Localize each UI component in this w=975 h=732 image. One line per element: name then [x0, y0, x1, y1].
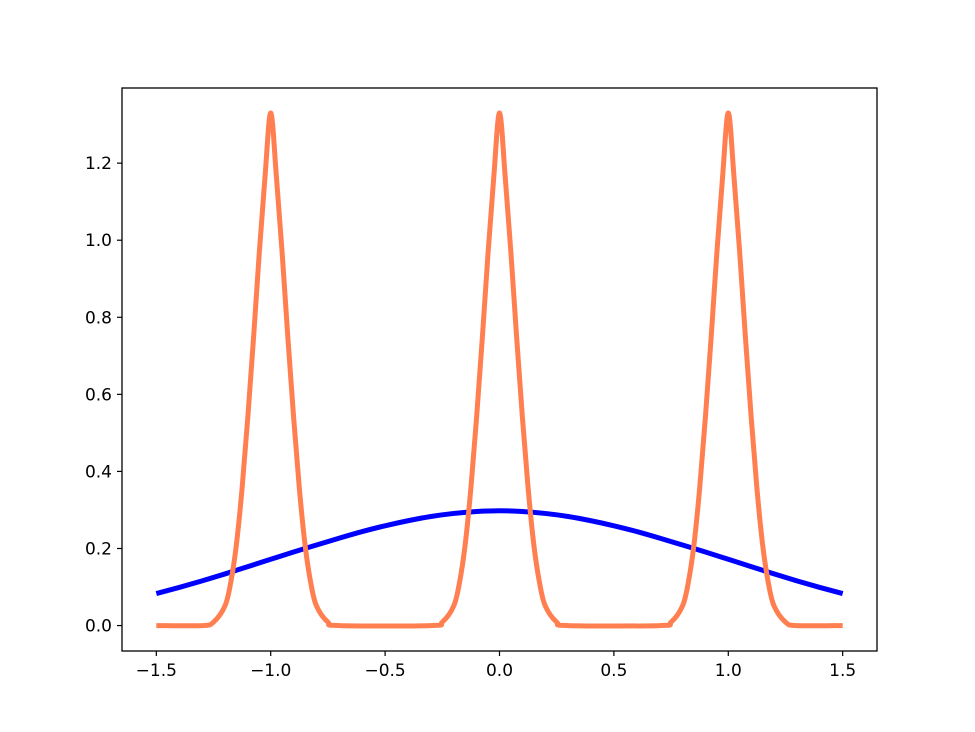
x-tick-label: −1.5 — [136, 661, 177, 681]
x-axis: −1.5 −1.0 −0.5 0.0 0.5 1.0 1.5 — [136, 651, 856, 681]
y-tick-label: 1.2 — [85, 154, 112, 174]
y-tick-label: 0.4 — [85, 462, 112, 482]
x-tick-label: 0.0 — [486, 661, 513, 681]
y-tick-label: 0.6 — [85, 385, 112, 405]
x-tick-label: 1.0 — [715, 661, 742, 681]
series-line-2 — [156, 110, 843, 629]
y-tick-label: 0.0 — [85, 617, 112, 637]
y-axis: 0.0 0.2 0.4 0.6 0.8 1.0 1.2 — [85, 154, 122, 637]
x-tick-label: −1.0 — [250, 661, 291, 681]
series-layer — [155, 110, 844, 629]
x-tick-label: 0.5 — [600, 661, 627, 681]
y-tick-label: 0.2 — [85, 539, 112, 559]
x-tick-label: −0.5 — [364, 661, 405, 681]
series-line-1 — [155, 508, 844, 596]
y-tick-label: 0.8 — [85, 308, 112, 328]
x-tick-label: 1.5 — [829, 661, 856, 681]
y-tick-label: 1.0 — [85, 231, 112, 251]
